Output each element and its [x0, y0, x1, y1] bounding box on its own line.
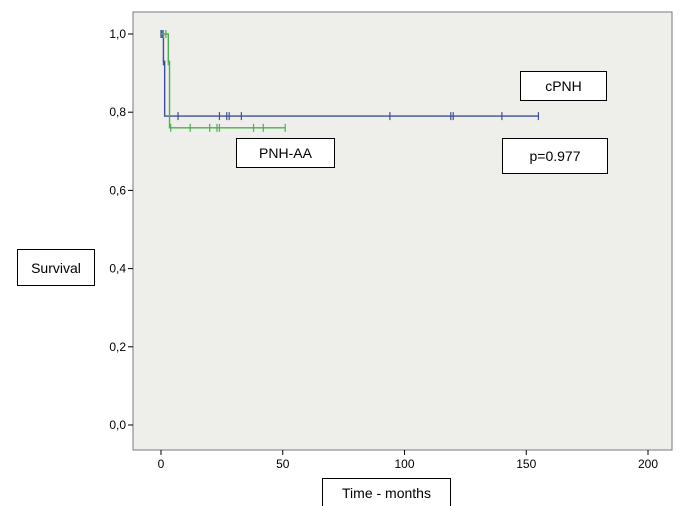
x-axis-label-text: Time - months	[342, 484, 431, 501]
series-pnh-aa	[161, 30, 286, 132]
y-tick-label: 0,4	[109, 262, 126, 276]
y-axis-label-text: Survival	[31, 259, 81, 276]
y-tick-label: 0,2	[109, 340, 126, 354]
y-tick-label: 0,6	[109, 183, 126, 197]
y-axis-label: Survival	[17, 249, 95, 286]
x-tick-label: 150	[516, 457, 536, 471]
legend-label-pnh-aa: PNH-AA	[236, 138, 335, 168]
survival-curve	[161, 33, 286, 129]
legend-label-cpnh: cPNH	[520, 71, 607, 101]
p-value-annotation: p=0.977	[502, 138, 608, 174]
x-tick-label: 0	[158, 457, 165, 471]
y-tick-label: 0,0	[109, 418, 126, 432]
series-layer	[160, 30, 540, 132]
x-axis-label: Time - months	[322, 478, 451, 506]
p-value-text: p=0.977	[529, 148, 581, 164]
x-tick-label: 100	[394, 457, 414, 471]
legend-label-pnh-aa-text: PNH-AA	[259, 145, 312, 161]
x-tick-label: 50	[276, 457, 290, 471]
y-tick-label: 1,0	[109, 27, 126, 41]
x-tick-label: 200	[638, 457, 658, 471]
axes: 0,0 0,2 0,4 0,6 0,8 1,0 0 50 100 150 200	[109, 27, 658, 471]
y-tick-label: 0,8	[109, 105, 126, 119]
legend-label-cpnh-text: cPNH	[545, 78, 582, 94]
